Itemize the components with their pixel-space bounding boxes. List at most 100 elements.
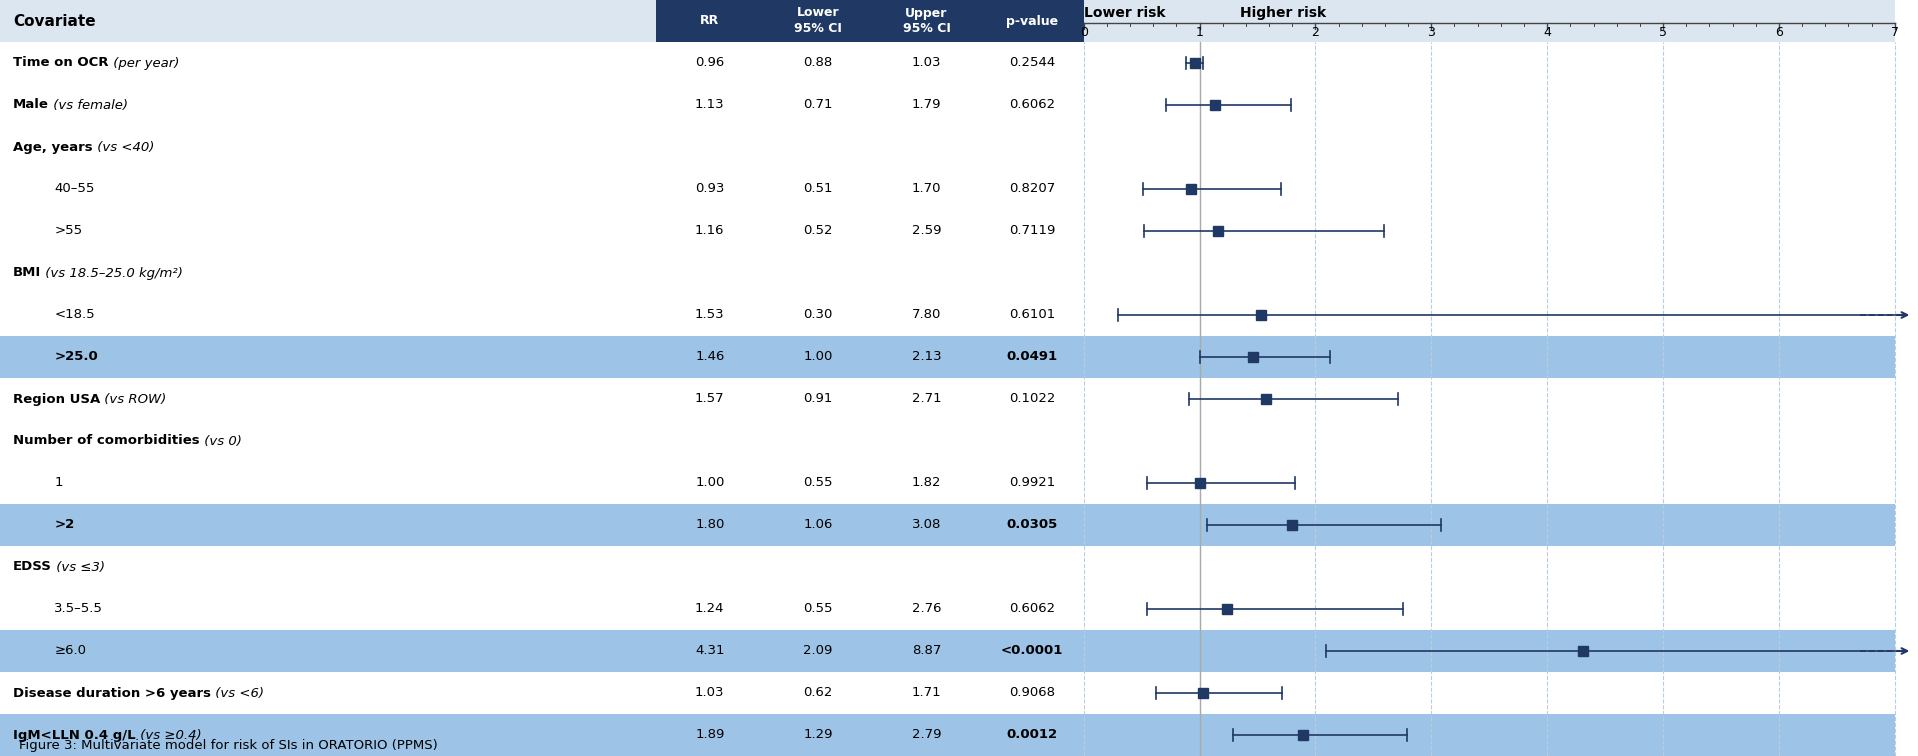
Text: 0.55: 0.55 bbox=[804, 603, 832, 615]
Text: <0.0001: <0.0001 bbox=[1001, 645, 1063, 658]
Bar bbox=[0, 0, 656, 42]
Text: RR: RR bbox=[700, 14, 719, 27]
Text: (vs ≤3): (vs ≤3) bbox=[52, 560, 105, 574]
Bar bbox=[1084, 504, 1895, 546]
Text: 3: 3 bbox=[1427, 26, 1435, 39]
Bar bbox=[0, 504, 1084, 546]
Text: 1.89: 1.89 bbox=[694, 729, 725, 742]
Text: 2.71: 2.71 bbox=[911, 392, 942, 405]
Bar bbox=[1084, 630, 1895, 672]
Text: 1.24: 1.24 bbox=[694, 603, 725, 615]
Text: 1.53: 1.53 bbox=[694, 308, 725, 321]
Text: 1.46: 1.46 bbox=[694, 351, 725, 364]
Text: 1.03: 1.03 bbox=[911, 57, 942, 70]
Text: (per year): (per year) bbox=[109, 57, 178, 70]
Text: 0.0012: 0.0012 bbox=[1007, 729, 1057, 742]
Bar bbox=[1084, 336, 1895, 378]
Text: 6: 6 bbox=[1774, 26, 1784, 39]
Bar bbox=[656, 0, 1084, 42]
Text: Upper
95% CI: Upper 95% CI bbox=[903, 7, 951, 36]
Text: 0.55: 0.55 bbox=[804, 476, 832, 489]
Text: Lower risk: Lower risk bbox=[1084, 7, 1164, 20]
Text: 2.79: 2.79 bbox=[911, 729, 942, 742]
Text: >55: >55 bbox=[54, 225, 82, 237]
Bar bbox=[0, 672, 1084, 714]
Text: 0.62: 0.62 bbox=[804, 686, 832, 699]
Bar bbox=[0, 588, 1084, 630]
Text: Covariate: Covariate bbox=[13, 14, 96, 29]
Text: 3.08: 3.08 bbox=[911, 519, 942, 531]
Bar bbox=[0, 546, 1084, 588]
Bar bbox=[0, 210, 1084, 252]
Text: 0.8207: 0.8207 bbox=[1009, 182, 1055, 196]
Text: 1.29: 1.29 bbox=[804, 729, 832, 742]
Bar bbox=[1084, 0, 1895, 42]
Text: 0.52: 0.52 bbox=[804, 225, 832, 237]
Text: 2.76: 2.76 bbox=[911, 603, 942, 615]
Text: (vs <40): (vs <40) bbox=[92, 141, 153, 153]
Text: 1.82: 1.82 bbox=[911, 476, 942, 489]
Text: 1.79: 1.79 bbox=[911, 98, 942, 111]
Text: 1.03: 1.03 bbox=[694, 686, 725, 699]
Text: Male: Male bbox=[13, 98, 48, 111]
Text: 0.1022: 0.1022 bbox=[1009, 392, 1055, 405]
Text: Number of comorbidities: Number of comorbidities bbox=[13, 435, 199, 448]
Text: 0.30: 0.30 bbox=[804, 308, 832, 321]
Bar bbox=[0, 714, 1084, 756]
Text: 1.16: 1.16 bbox=[694, 225, 725, 237]
Text: 1.70: 1.70 bbox=[911, 182, 942, 196]
Text: 1.80: 1.80 bbox=[694, 519, 725, 531]
Text: 2.13: 2.13 bbox=[911, 351, 942, 364]
Bar bbox=[0, 630, 1084, 672]
Text: 0.0491: 0.0491 bbox=[1007, 351, 1057, 364]
Text: Age, years: Age, years bbox=[13, 141, 92, 153]
Text: 1: 1 bbox=[54, 476, 63, 489]
Bar bbox=[0, 294, 1084, 336]
Text: EDSS: EDSS bbox=[13, 560, 52, 574]
Text: 0.88: 0.88 bbox=[804, 57, 832, 70]
Text: (vs 0): (vs 0) bbox=[199, 435, 242, 448]
Text: 0.0305: 0.0305 bbox=[1007, 519, 1059, 531]
Bar bbox=[0, 378, 1084, 420]
Text: 0.2544: 0.2544 bbox=[1009, 57, 1055, 70]
Text: (vs 18.5–25.0 kg/m²): (vs 18.5–25.0 kg/m²) bbox=[42, 267, 182, 280]
Text: 0: 0 bbox=[1080, 26, 1088, 39]
Text: 4: 4 bbox=[1544, 26, 1552, 39]
Text: 8.87: 8.87 bbox=[911, 645, 942, 658]
Text: 1.57: 1.57 bbox=[694, 392, 725, 405]
Text: <18.5: <18.5 bbox=[54, 308, 94, 321]
Text: 7: 7 bbox=[1891, 26, 1899, 39]
Text: 1.00: 1.00 bbox=[804, 351, 832, 364]
Text: 0.93: 0.93 bbox=[694, 182, 725, 196]
Text: Lower
95% CI: Lower 95% CI bbox=[794, 7, 842, 36]
Text: IgM<LLN 0.4 g/L: IgM<LLN 0.4 g/L bbox=[13, 729, 136, 742]
Bar bbox=[1084, 714, 1895, 756]
Bar bbox=[0, 462, 1084, 504]
Text: 2.09: 2.09 bbox=[804, 645, 832, 658]
Text: 0.91: 0.91 bbox=[804, 392, 832, 405]
Text: (vs ROW): (vs ROW) bbox=[100, 392, 167, 405]
Text: Figure 3: Multivariate model for risk of SIs in ORATORIO (PPMS): Figure 3: Multivariate model for risk of… bbox=[19, 739, 437, 752]
Text: (vs <6): (vs <6) bbox=[211, 686, 265, 699]
Text: 0.6101: 0.6101 bbox=[1009, 308, 1055, 321]
Text: 0.9921: 0.9921 bbox=[1009, 476, 1055, 489]
Text: 4.31: 4.31 bbox=[694, 645, 725, 658]
Bar bbox=[0, 252, 1084, 294]
Text: >2: >2 bbox=[54, 519, 75, 531]
Bar bbox=[0, 420, 1084, 462]
Text: 2.59: 2.59 bbox=[911, 225, 942, 237]
Text: 1.71: 1.71 bbox=[911, 686, 942, 699]
Text: 3.5–5.5: 3.5–5.5 bbox=[54, 603, 104, 615]
Text: 0.51: 0.51 bbox=[804, 182, 832, 196]
Text: 5: 5 bbox=[1659, 26, 1667, 39]
Text: Disease duration >6 years: Disease duration >6 years bbox=[13, 686, 211, 699]
Text: 40–55: 40–55 bbox=[54, 182, 94, 196]
Text: Time on OCR: Time on OCR bbox=[13, 57, 109, 70]
Text: (vs female): (vs female) bbox=[48, 98, 129, 111]
Text: Higher risk: Higher risk bbox=[1241, 7, 1325, 20]
Bar bbox=[0, 126, 1084, 168]
Text: 1.06: 1.06 bbox=[804, 519, 832, 531]
Text: BMI: BMI bbox=[13, 267, 42, 280]
Text: p-value: p-value bbox=[1007, 14, 1059, 27]
Text: 2: 2 bbox=[1312, 26, 1320, 39]
